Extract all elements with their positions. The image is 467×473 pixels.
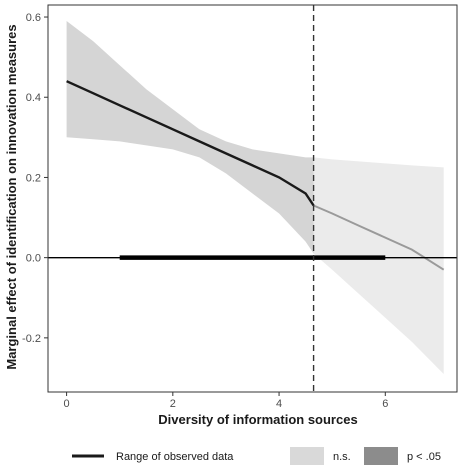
legend-ns-label: n.s. — [333, 451, 351, 463]
y-tick-label: 0.6 — [26, 12, 41, 24]
reference-layer — [48, 5, 457, 392]
x-tick-label: 0 — [64, 398, 70, 410]
plot-frame — [47, 4, 458, 393]
x-tick-label: 2 — [170, 398, 176, 410]
x-tick-label: 4 — [276, 398, 282, 410]
axis-layer: 0 2 4 6 -0.2 0.0 0.2 0.4 0.6 — [22, 4, 458, 410]
x-tick-label: 6 — [382, 398, 388, 410]
x-axis-title: Diversity of information sources — [158, 412, 357, 427]
legend-range-label: Range of observed data — [116, 451, 234, 463]
effect-line-nonsignificant — [313, 204, 445, 271]
confidence-band-layer — [66, 21, 444, 374]
y-tick-label: 0.0 — [26, 253, 41, 265]
ci-band-nonsignificant — [313, 157, 444, 374]
y-tick-label: 0.2 — [26, 172, 41, 184]
effect-line-layer — [66, 80, 445, 271]
y-tick-label: 0.4 — [26, 92, 41, 104]
y-axis-title: Marginal effect of identification on inn… — [4, 24, 19, 369]
legend-sig-swatch — [364, 447, 398, 465]
legend-ns-swatch — [290, 447, 324, 465]
legend-sig-label: p < .05 — [407, 451, 441, 463]
legend: Range of observed data n.s. p < .05 — [72, 447, 441, 465]
y-tick-label: -0.2 — [22, 333, 41, 345]
effect-line-significant — [66, 80, 315, 207]
